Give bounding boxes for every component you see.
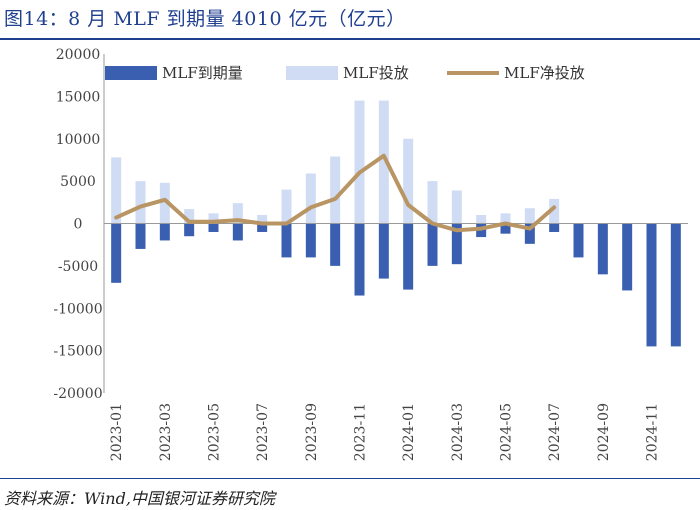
x-tick-label: 2023-03 <box>158 403 174 461</box>
x-axis-ticks: 2023-01 2023-03 2023-05 2023-07 2023-09 2023-… <box>109 403 660 461</box>
x-tick-label: 2024-07 <box>547 403 563 461</box>
bar-mlf-maturity <box>257 223 268 232</box>
legend-label-maturity: MLF到期量 <box>162 64 243 82</box>
footer-rule <box>0 478 700 479</box>
y-tick-label: 0 <box>74 217 83 233</box>
y-tick-label: -10000 <box>53 301 102 317</box>
line-mlf-net <box>114 153 557 233</box>
x-tick-label: 2023-01 <box>109 403 125 461</box>
bar-mlf-maturity <box>622 223 633 291</box>
chart-title: 图14：8 月 MLF 到期量 4010 亿元（亿元） <box>4 8 406 30</box>
bar-mlf-issue <box>111 157 122 224</box>
bar-mlf-issue <box>281 189 292 224</box>
bars-mlf-issue <box>111 100 560 224</box>
x-tick-label: 2024-05 <box>499 403 515 461</box>
bar-mlf-issue <box>232 203 243 224</box>
bar-mlf-issue <box>549 198 560 224</box>
bar-mlf-maturity <box>281 223 292 258</box>
x-tick-label: 2023-11 <box>353 403 369 461</box>
bar-mlf-maturity <box>184 223 195 237</box>
y-tick-label: 20000 <box>56 47 101 63</box>
bar-mlf-issue <box>354 100 365 224</box>
legend-swatch-issue <box>286 66 338 80</box>
bar-mlf-maturity <box>670 223 681 347</box>
bar-mlf-maturity <box>646 223 657 347</box>
y-tick-label: 5000 <box>60 174 96 190</box>
x-tick-label: 2024-11 <box>645 403 661 461</box>
y-axis-ticks: 20000 15000 10000 5000 0 -5000 -10000 -15000 -20… <box>53 47 102 402</box>
mlf-chart: 20000 15000 10000 5000 0 -5000 -10000 -15000 -20… <box>53 47 688 461</box>
bar-mlf-issue <box>476 215 487 224</box>
bar-mlf-maturity <box>330 223 341 266</box>
bar-mlf-issue <box>184 209 195 224</box>
bar-mlf-maturity <box>500 223 511 234</box>
bar-mlf-issue <box>378 100 389 224</box>
x-tick-label: 2023-07 <box>255 403 271 461</box>
x-tick-label: 2023-09 <box>304 403 320 461</box>
legend-swatch-maturity <box>105 66 157 80</box>
bar-mlf-maturity <box>403 223 414 290</box>
bar-mlf-issue <box>451 190 462 224</box>
bar-mlf-issue <box>305 173 316 224</box>
bar-mlf-maturity <box>232 223 243 241</box>
y-tick-label: -20000 <box>53 386 102 402</box>
legend: MLF到期量 MLF投放 MLF净投放 <box>105 64 585 82</box>
bar-mlf-maturity <box>524 223 535 244</box>
bar-mlf-maturity <box>597 223 608 275</box>
bar-mlf-maturity <box>427 223 438 266</box>
y-tick-label: 10000 <box>56 132 101 148</box>
bar-mlf-issue <box>403 138 414 224</box>
bar-mlf-maturity <box>208 223 219 232</box>
bar-mlf-issue <box>330 156 341 224</box>
bar-mlf-maturity <box>135 223 146 249</box>
legend-label-issue: MLF投放 <box>343 64 409 82</box>
bar-mlf-maturity <box>573 223 584 258</box>
y-tick-label: -5000 <box>58 259 98 275</box>
x-tick-label: 2024-03 <box>450 403 466 461</box>
bar-mlf-maturity <box>354 223 365 296</box>
bar-mlf-issue <box>500 213 511 224</box>
bar-mlf-issue <box>257 215 268 224</box>
legend-label-net: MLF净投放 <box>504 64 585 82</box>
bar-mlf-maturity <box>378 223 389 279</box>
bar-mlf-maturity <box>305 223 316 258</box>
bar-mlf-issue <box>159 182 170 224</box>
bars-mlf-maturity <box>111 223 681 347</box>
bar-mlf-maturity <box>451 223 462 265</box>
bar-mlf-issue <box>427 181 438 224</box>
bar-mlf-maturity <box>111 223 122 283</box>
source-note: 资料来源：Wind,中国银河证券研究院 <box>4 489 275 508</box>
line-mlf-net-path <box>114 153 557 233</box>
x-tick-label: 2024-09 <box>596 403 612 461</box>
y-tick-label: -15000 <box>53 344 102 360</box>
bar-mlf-issue <box>208 213 219 224</box>
bar-mlf-maturity <box>549 223 560 232</box>
bar-mlf-issue <box>524 208 535 224</box>
title-rule <box>0 38 700 40</box>
y-tick-label: 15000 <box>56 89 101 105</box>
x-tick-label: 2023-05 <box>207 403 223 461</box>
bar-mlf-issue <box>135 181 146 224</box>
x-tick-label: 2024-01 <box>401 403 417 461</box>
bar-mlf-maturity <box>159 223 170 241</box>
